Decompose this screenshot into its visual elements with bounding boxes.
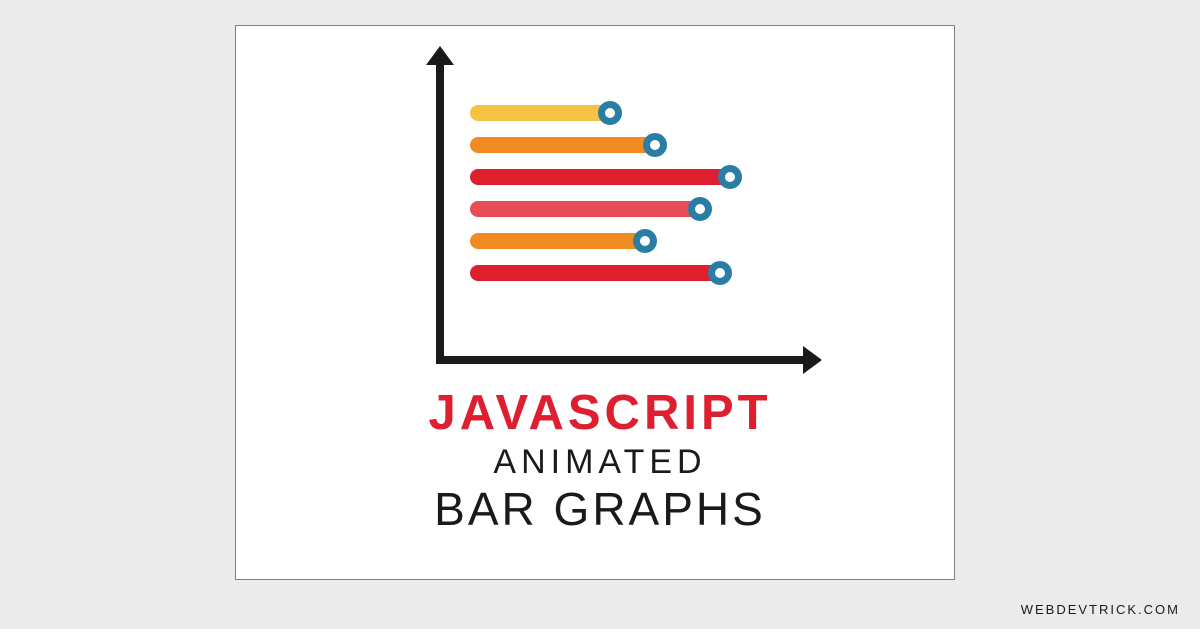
chart-bar — [470, 169, 730, 185]
title-line-3: BAR GRAPHS — [0, 482, 1200, 536]
chart-bar-dot — [688, 197, 712, 221]
title-line-2: ANIMATED — [0, 443, 1200, 482]
y-axis-arrow — [426, 46, 454, 65]
x-axis-arrow — [803, 346, 822, 374]
chart-bar-dot — [643, 133, 667, 157]
x-axis — [436, 356, 805, 364]
chart-bar-dot — [718, 165, 742, 189]
chart-bar-dot — [708, 261, 732, 285]
title-block: JAVASCRIPT ANIMATED BAR GRAPHS — [0, 385, 1200, 536]
y-axis — [436, 60, 444, 364]
chart-bar — [470, 265, 720, 281]
chart-bar-dot — [633, 229, 657, 253]
chart-bar — [470, 137, 655, 153]
chart-bar-dot — [598, 101, 622, 125]
chart-bar — [470, 233, 645, 249]
chart-bar — [470, 201, 700, 217]
title-line-1: JAVASCRIPT — [0, 385, 1200, 441]
chart-bar — [470, 105, 610, 121]
watermark-text: WEBDEVTRICK.COM — [1021, 602, 1180, 617]
